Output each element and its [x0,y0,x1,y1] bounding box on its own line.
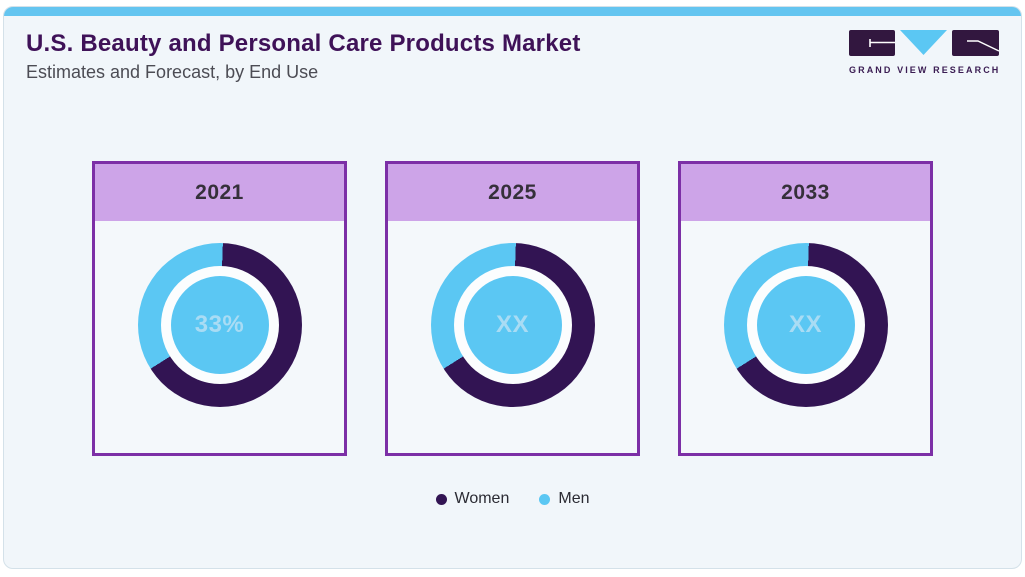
card-2025: 2025 XX [385,161,640,456]
legend-item-men: Men [539,490,589,508]
legend-label: Men [558,490,590,507]
card-year-label: 2021 [95,164,344,221]
men-color-dot [539,493,551,505]
legend-item-women: Women [435,490,510,508]
logo-wordmark: GRAND VIEW RESEARCH [849,65,1001,75]
card-2033: 2033 XX [678,161,933,456]
gvr-logo-icon [849,30,1000,56]
card-body: XX [388,221,637,453]
header: U.S. Beauty and Personal Care Products M… [26,30,581,83]
card-year-label: 2025 [388,164,637,221]
donut-chart-2033: XX [723,243,888,407]
page-subtitle: Estimates and Forecast, by End Use [26,62,319,82]
card-body: 33% [95,221,344,453]
top-accent-bar [4,7,1021,16]
donut-chart-2021: 33% [137,243,302,407]
legend-label: Women [454,490,510,507]
page-title: U.S. Beauty and Personal Care Products M… [26,30,581,57]
chart-legend: Women Men [4,490,1021,508]
infographic-canvas: U.S. Beauty and Personal Care Products M… [3,6,1022,569]
year-cards: 2021 33% 2025 XX 2033 XX [4,161,1021,456]
card-body: XX [681,221,930,453]
donut-center-label: XX [463,276,562,374]
card-2021: 2021 33% [92,161,347,456]
donut-center-label: 33% [170,276,269,374]
women-color-dot [435,493,447,505]
grand-view-research-logo: GRAND VIEW RESEARCH [849,30,1001,75]
donut-chart-2025: XX [430,243,595,407]
donut-center-label: XX [756,276,855,374]
card-year-label: 2033 [681,164,930,221]
